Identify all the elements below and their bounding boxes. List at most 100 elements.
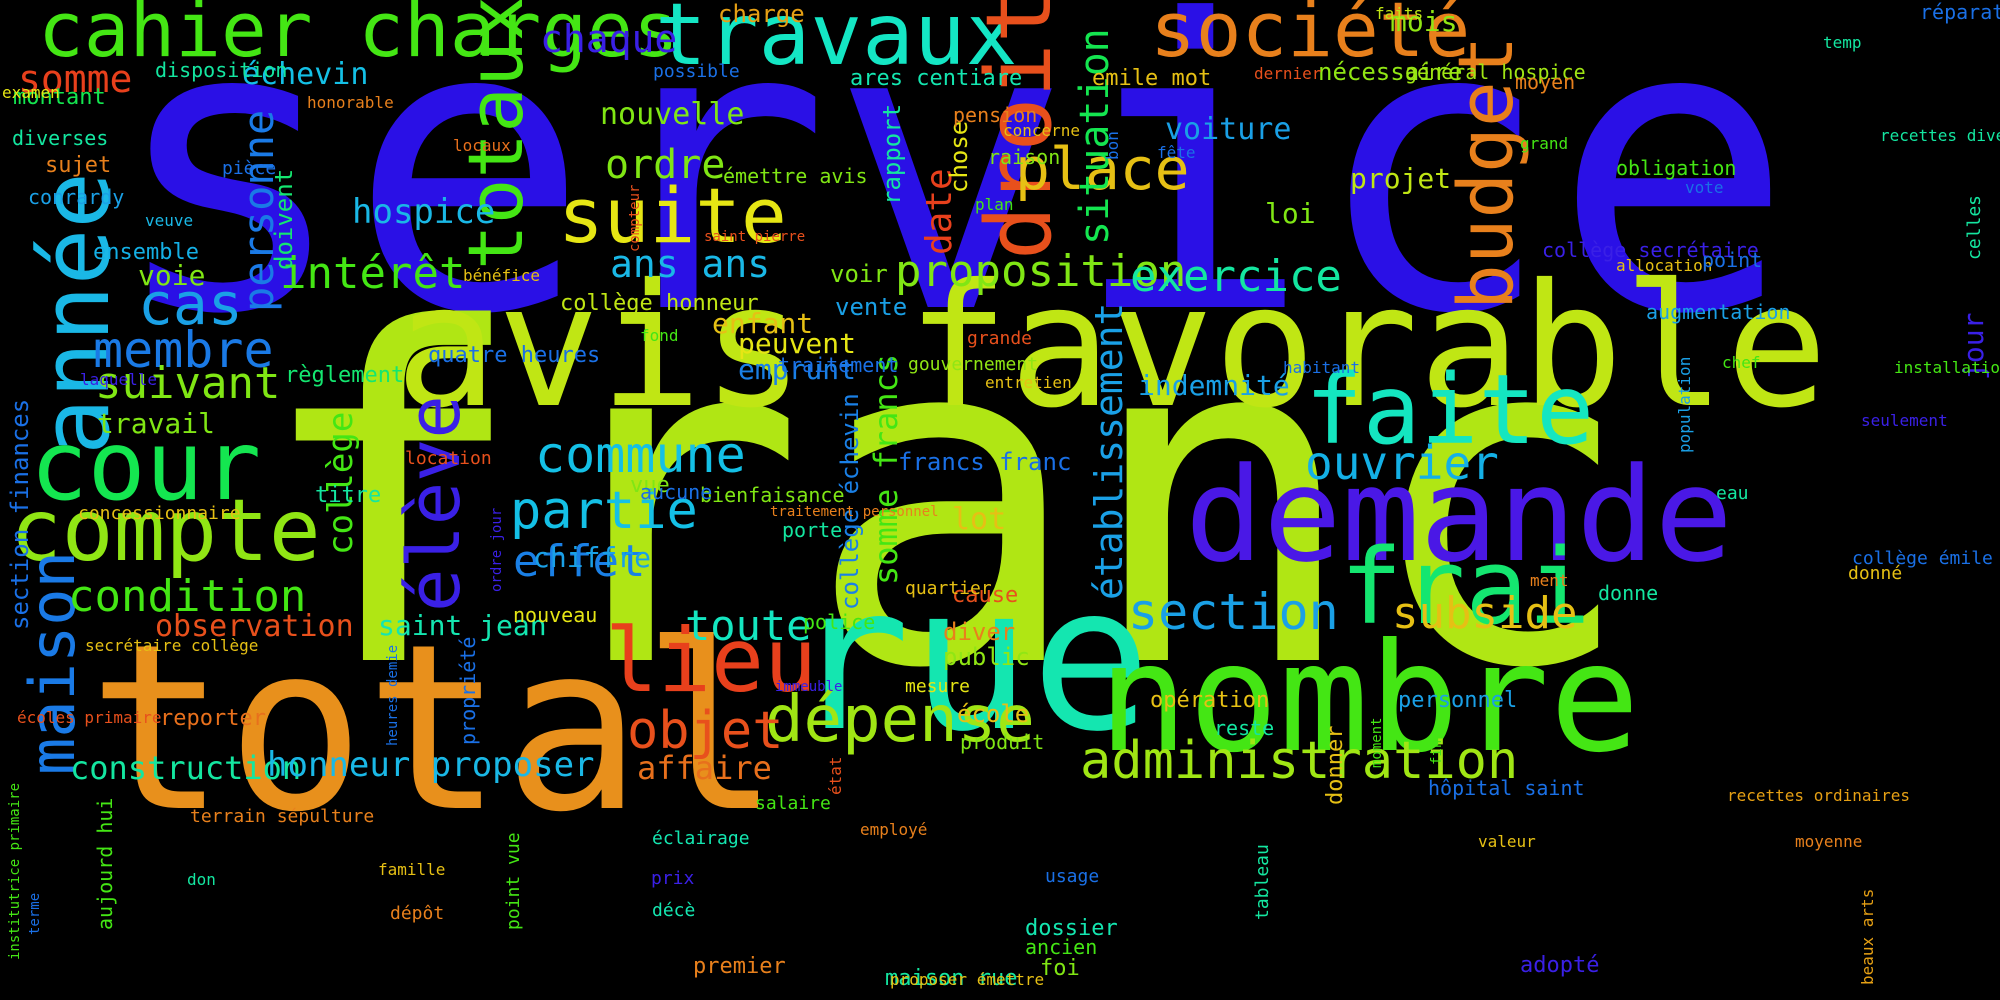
word: toute <box>685 601 812 650</box>
word: ans ans <box>610 242 771 286</box>
word: premier <box>693 954 786 979</box>
word: nouveau <box>513 603 598 627</box>
word: veuve <box>145 211 194 230</box>
word: traitement <box>778 353 899 377</box>
word: donner <box>1323 725 1348 805</box>
word: proposer émettre <box>890 970 1045 989</box>
word: saint jean <box>378 609 547 642</box>
word: commune <box>535 426 746 484</box>
word: dépôt <box>390 903 445 924</box>
word: peuvent <box>738 327 857 360</box>
word: établissement <box>1087 302 1131 600</box>
word: honorable <box>307 93 394 112</box>
word: usage <box>1045 866 1100 887</box>
word: nouvelle <box>600 97 745 132</box>
word: terme <box>27 892 43 935</box>
word: projet <box>1350 162 1452 195</box>
word: maison rue <box>885 966 1018 991</box>
word: bon <box>1103 131 1122 160</box>
word: cour <box>30 410 262 522</box>
word: beaux arts <box>1858 888 1877 985</box>
word: emprunt <box>738 353 857 386</box>
word: émettre avis <box>723 164 868 188</box>
word: heures demie <box>385 644 401 746</box>
word: nécessaire <box>1318 58 1463 86</box>
word: vue <box>630 473 670 498</box>
word: suivant <box>95 358 281 409</box>
word: ordre <box>605 142 726 188</box>
word: installation <box>1894 358 2000 377</box>
word: proposition <box>895 246 1187 297</box>
word: cause <box>952 583 1019 608</box>
word: travail <box>97 407 216 440</box>
word: éclairage <box>652 828 750 849</box>
word: service <box>108 0 1794 402</box>
word: entretien <box>985 373 1072 392</box>
word: institutrice primaire <box>7 782 23 960</box>
word: point <box>1702 248 1763 272</box>
word: secrétaire collège <box>85 636 259 655</box>
word: habitant <box>1283 358 1361 377</box>
word: avis favorable <box>395 248 1828 446</box>
word: prix <box>651 868 695 889</box>
word: examen <box>2 83 60 102</box>
word: charge <box>718 0 805 28</box>
word: vente <box>835 293 908 321</box>
word: honneur proposer <box>267 745 595 785</box>
word: élève <box>392 395 476 612</box>
word: aucune <box>640 480 713 504</box>
word: enfant <box>712 307 814 340</box>
word: membre <box>93 321 274 379</box>
word: vote <box>1685 178 1724 197</box>
word: concerne <box>1003 121 1081 140</box>
word: chef <box>1722 353 1761 372</box>
word: disposition <box>155 58 288 82</box>
word: fête <box>1157 143 1196 162</box>
word: réparation <box>1920 0 2000 24</box>
word: moment <box>1369 717 1385 768</box>
word: ancien <box>1025 935 1098 959</box>
word: objet <box>627 701 784 761</box>
word: recettes ordinaires <box>1727 786 1911 805</box>
word: bénéfice <box>463 266 541 285</box>
word: subside <box>1392 588 1578 639</box>
word: exercice <box>1130 251 1342 302</box>
word: point vue <box>503 832 524 930</box>
word: population <box>1675 356 1694 453</box>
word: quartier <box>905 578 992 599</box>
word: collège honneur <box>560 291 759 316</box>
word: partie <box>510 481 698 541</box>
word: produit <box>960 730 1045 754</box>
word: quatre heures <box>428 343 601 368</box>
word: propriété <box>456 636 480 745</box>
word: conrardy <box>28 185 125 209</box>
word: dossier <box>1025 916 1118 941</box>
word: adopté <box>1520 953 1600 978</box>
word: travaux <box>655 0 1018 85</box>
word: concessionnaire <box>78 503 241 524</box>
word: loi <box>1265 197 1316 230</box>
word: hôpital saint <box>1428 776 1585 800</box>
word: pension <box>953 103 1038 127</box>
word: collège secrétaire <box>1542 238 1759 262</box>
word: décè <box>652 900 696 921</box>
word: opération <box>1150 688 1270 713</box>
word: pièce <box>222 158 277 179</box>
word: bienfaisance <box>700 483 845 507</box>
word: possible <box>653 61 740 82</box>
word: mois <box>1390 5 1458 38</box>
word: écoles primaire <box>17 708 162 727</box>
word: ordre jour <box>489 507 505 592</box>
word: ouvrier <box>1305 436 1499 490</box>
word: grande <box>967 328 1033 349</box>
word: terrain sépulture <box>190 806 375 827</box>
word: ensemble <box>93 240 199 265</box>
word: hospice <box>352 192 496 232</box>
word: eau <box>1716 483 1749 504</box>
word: chiffre <box>533 541 652 574</box>
word: grand <box>1520 134 1569 153</box>
word: lieu <box>605 609 817 712</box>
word: total <box>88 596 781 863</box>
word: rue <box>790 543 1152 776</box>
word: fond <box>640 326 679 345</box>
